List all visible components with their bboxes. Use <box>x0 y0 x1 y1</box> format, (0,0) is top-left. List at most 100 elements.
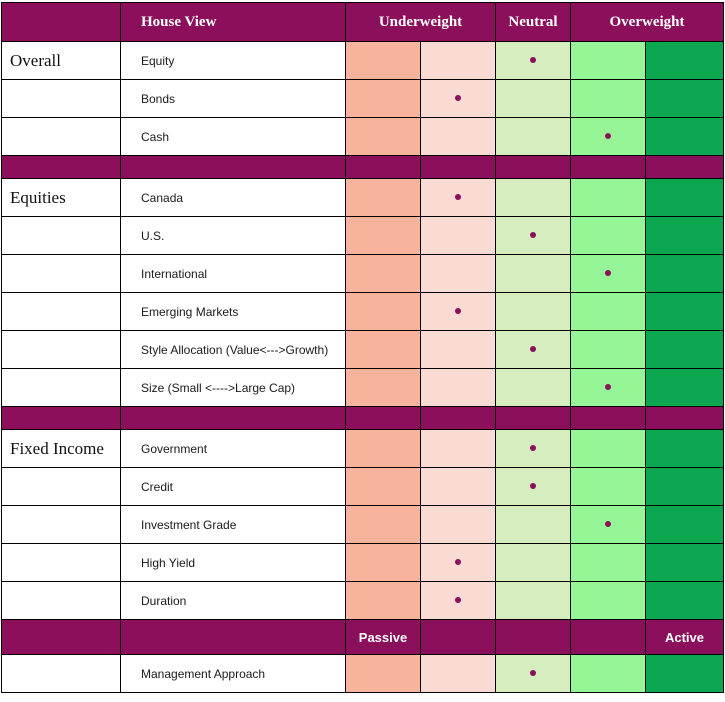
section-divider <box>1 155 724 179</box>
matrix-cell-overweight-mild <box>570 117 646 156</box>
row-label: Canada <box>120 178 346 217</box>
header-corner-cell <box>1 2 121 42</box>
matrix-cell-neutral <box>495 216 571 255</box>
management-band: Passive Active <box>1 619 724 655</box>
matrix-cell-overweight-mild <box>570 654 646 693</box>
section-label-empty <box>1 654 121 693</box>
row-label: Equity <box>120 41 346 80</box>
matrix-cell-overweight-strong <box>645 79 724 118</box>
divider-cell <box>645 155 724 179</box>
matrix-cell-overweight-strong <box>645 41 724 80</box>
divider-cell <box>120 155 346 179</box>
matrix-cell-underweight-strong <box>345 467 421 506</box>
matrix-cell-underweight-strong <box>345 292 421 331</box>
divider-cell <box>420 155 496 179</box>
matrix-cell-overweight-mild <box>570 368 646 407</box>
position-dot <box>530 670 536 677</box>
table-row: Management Approach <box>1 654 724 693</box>
matrix-cell-overweight-strong <box>645 368 724 407</box>
section-label-equities: Equities <box>1 178 121 217</box>
matrix-cell-neutral <box>495 117 571 156</box>
passive-label: Passive <box>345 619 421 655</box>
position-dot <box>455 194 461 201</box>
matrix-cell-underweight-strong <box>345 117 421 156</box>
divider-cell <box>645 406 724 430</box>
row-label: Cash <box>120 117 346 156</box>
matrix-cell-overweight-strong <box>645 216 724 255</box>
matrix-cell-underweight-mild <box>420 543 496 582</box>
divider-cell <box>1 155 121 179</box>
row-label: Bonds <box>120 79 346 118</box>
matrix-cell-overweight-strong <box>645 467 724 506</box>
matrix-cell-overweight-mild <box>570 581 646 620</box>
matrix-cell-neutral <box>495 467 571 506</box>
matrix-cell-neutral <box>495 178 571 217</box>
matrix-cell-neutral <box>495 654 571 693</box>
header-house-view: House View <box>120 2 346 42</box>
matrix-cell-neutral <box>495 330 571 369</box>
table-row: Size (Small <---->Large Cap) <box>1 368 724 407</box>
section-label-empty <box>1 581 121 620</box>
position-dot <box>455 597 461 604</box>
position-dot <box>455 559 461 566</box>
section-divider <box>1 406 724 430</box>
table-row: Duration <box>1 581 724 620</box>
matrix-cell-underweight-strong <box>345 543 421 582</box>
divider-cell <box>120 406 346 430</box>
row-label: U.S. <box>120 216 346 255</box>
position-dot <box>530 57 536 64</box>
position-dot <box>530 445 536 452</box>
active-label: Active <box>645 619 724 655</box>
section-label-empty <box>1 117 121 156</box>
matrix-cell-underweight-mild <box>420 368 496 407</box>
matrix-cell-overweight-strong <box>645 292 724 331</box>
row-label: Size (Small <---->Large Cap) <box>120 368 346 407</box>
header-row: House View Underweight Neutral Overweigh… <box>1 2 724 42</box>
matrix-cell-overweight-mild <box>570 41 646 80</box>
matrix-cell-overweight-mild <box>570 216 646 255</box>
section-label-empty <box>1 79 121 118</box>
row-label: High Yield <box>120 543 346 582</box>
matrix-cell-underweight-mild <box>420 178 496 217</box>
matrix-cell-underweight-mild <box>420 429 496 468</box>
position-dot <box>530 483 536 490</box>
matrix-cell-overweight-mild <box>570 429 646 468</box>
divider-cell <box>120 619 346 655</box>
row-label: Duration <box>120 581 346 620</box>
matrix-cell-underweight-mild <box>420 79 496 118</box>
matrix-cell-overweight-strong <box>645 505 724 544</box>
matrix-cell-underweight-strong <box>345 654 421 693</box>
table-row: Emerging Markets <box>1 292 724 331</box>
matrix-cell-underweight-mild <box>420 117 496 156</box>
matrix-cell-underweight-strong <box>345 41 421 80</box>
matrix-cell-underweight-mild <box>420 505 496 544</box>
position-dot <box>530 232 536 239</box>
position-dot <box>605 133 611 140</box>
matrix-cell-underweight-mild <box>420 581 496 620</box>
table-row: Style Allocation (Value<--->Growth) <box>1 330 724 369</box>
divider-cell <box>420 406 496 430</box>
table-row: U.S. <box>1 216 724 255</box>
row-label: Management Approach <box>120 654 346 693</box>
matrix-cell-overweight-mild <box>570 254 646 293</box>
matrix-cell-underweight-mild <box>420 216 496 255</box>
matrix-cell-overweight-mild <box>570 79 646 118</box>
matrix-cell-underweight-mild <box>420 292 496 331</box>
matrix-cell-neutral <box>495 79 571 118</box>
row-label: International <box>120 254 346 293</box>
section-label-empty <box>1 254 121 293</box>
row-label: Investment Grade <box>120 505 346 544</box>
matrix-cell-overweight-strong <box>645 178 724 217</box>
table-row: High Yield <box>1 543 724 582</box>
divider-cell <box>420 619 496 655</box>
matrix-cell-overweight-mild <box>570 543 646 582</box>
divider-cell <box>1 406 121 430</box>
position-dot <box>605 384 611 391</box>
matrix-cell-underweight-mild <box>420 330 496 369</box>
matrix-cell-overweight-strong <box>645 581 724 620</box>
matrix-cell-neutral <box>495 543 571 582</box>
table-row: Bonds <box>1 79 724 118</box>
matrix-cell-underweight-strong <box>345 216 421 255</box>
